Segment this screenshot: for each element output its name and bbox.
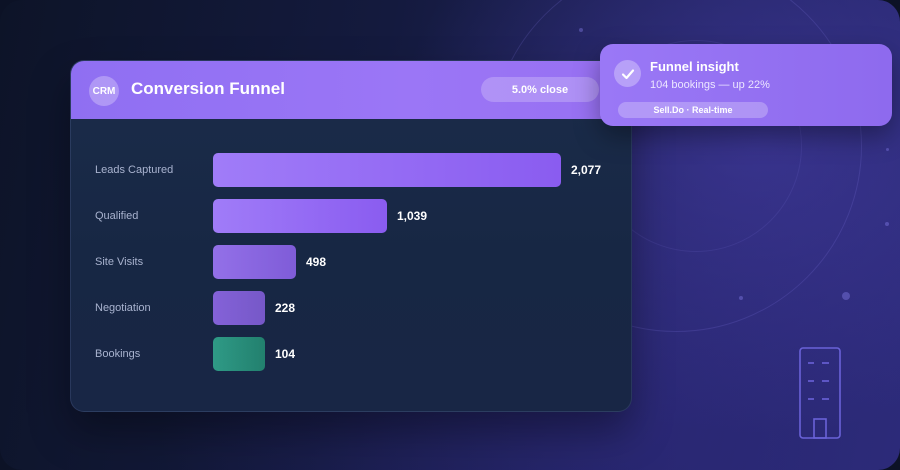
funnel-row-label: Site Visits [95, 256, 144, 268]
funnel-row-label: Bookings [95, 348, 141, 360]
decorative-dot [842, 292, 850, 300]
decorative-dot [739, 296, 743, 300]
decorative-dot [886, 148, 889, 151]
funnel-bar-value: 498 [306, 255, 327, 269]
check-icon [614, 60, 641, 87]
funnel-bar[interactable] [213, 199, 387, 233]
decorative-dot [579, 28, 583, 32]
decorative-dot [885, 222, 889, 226]
building-icon [799, 347, 841, 444]
funnel-insight-card[interactable]: Funnel insight 104 bookings — up 22% Sel… [600, 44, 892, 126]
funnel-bar[interactable] [213, 153, 561, 187]
funnel-bar[interactable] [213, 245, 296, 279]
insight-title: Funnel insight [650, 59, 739, 74]
funnel-bar-value: 1,039 [397, 209, 428, 223]
funnel-row-label: Leads Captured [95, 164, 174, 176]
insight-subtitle: 104 bookings — up 22% [650, 79, 770, 91]
close-rate-pill: 5.0% close [481, 77, 599, 102]
funnel-bar[interactable] [213, 337, 265, 371]
funnel-row-label: Negotiation [95, 302, 151, 314]
funnel-row-label: Qualified [95, 210, 139, 222]
crm-badge: CRM [89, 76, 119, 106]
insight-source-tag: Sell.Do · Real-time [618, 102, 768, 118]
funnel-bar-value: 104 [275, 347, 296, 361]
funnel-bar[interactable] [213, 291, 265, 325]
card-header: CRM Conversion Funnel 5.0% close [71, 61, 631, 119]
conversion-funnel-card: CRM Conversion Funnel 5.0% close Leads C… [70, 60, 632, 412]
funnel-bar-value: 228 [275, 301, 296, 315]
card-title: Conversion Funnel [131, 79, 285, 98]
funnel-bar-value: 2,077 [571, 163, 602, 177]
